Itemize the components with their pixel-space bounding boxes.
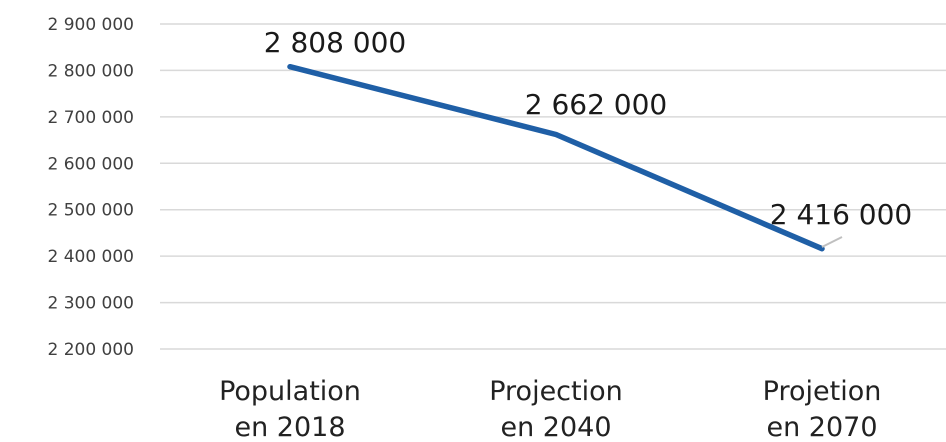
data-label: 2 808 000 xyxy=(264,26,407,59)
y-tick-label: 2 200 000 xyxy=(47,340,134,360)
y-tick-label: 2 300 000 xyxy=(47,294,134,314)
data-labels: 2 808 000 2 662 000 2 416 000 xyxy=(264,26,913,248)
x-category-label: Projetion en 2070 xyxy=(763,376,882,442)
y-tick-label: 2 500 000 xyxy=(47,201,134,221)
data-label-leader-line xyxy=(821,236,843,248)
series-line-layer xyxy=(287,63,825,252)
data-point xyxy=(553,132,559,137)
y-tick-label: 2 900 000 xyxy=(47,15,134,35)
y-axis-tick-labels: 2 200 000 2 300 000 2 400 000 2 500 000 2 60… xyxy=(47,15,134,360)
y-tick-label: 2 600 000 xyxy=(47,154,134,174)
x-axis-category-labels: Population en 2018 Projection en 2040 Projet… xyxy=(219,376,881,442)
y-tick-label: 2 700 000 xyxy=(47,108,134,128)
y-tick-label: 2 800 000 xyxy=(47,61,134,81)
x-category-label: Population en 2018 xyxy=(219,376,361,442)
data-point xyxy=(287,64,293,70)
grid-lines xyxy=(160,23,946,350)
data-label: 2 662 000 xyxy=(525,88,668,121)
y-tick-label: 2 400 000 xyxy=(47,247,134,267)
data-label: 2 416 000 xyxy=(770,198,913,231)
x-category-label: Projection en 2040 xyxy=(489,376,623,442)
